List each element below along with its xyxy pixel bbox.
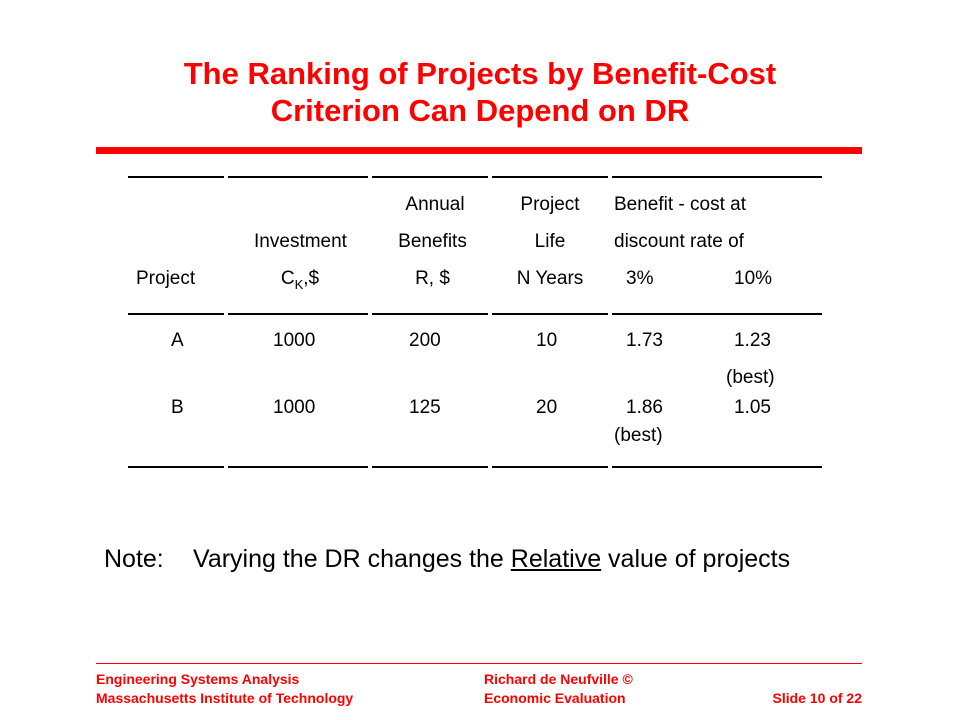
row-b-life: 20 [536, 397, 558, 418]
title-rule [96, 147, 862, 154]
row-b-bc3: 1.86 [626, 397, 663, 418]
row-a-investment: 1000 [273, 330, 316, 351]
row-b-project: B [171, 397, 184, 418]
row-b-bc10: 1.05 [734, 397, 771, 418]
header-rate-3: 3% [626, 268, 654, 289]
row-b-benefits: 125 [409, 397, 441, 418]
header-rate-10: 10% [734, 268, 773, 289]
footer-rule [96, 663, 862, 664]
footer-center: Richard de Neufville © Economic Evaluati… [484, 670, 633, 708]
header-project-life-2: Life [534, 231, 566, 252]
footer-course: Engineering Systems Analysis [96, 671, 300, 687]
row-a-bc3: 1.73 [626, 330, 663, 351]
row-a-benefits: 200 [409, 330, 441, 351]
row-a-project: A [171, 330, 184, 351]
header-r: R, $ [415, 268, 450, 289]
slide-title: The Ranking of Projects by Benefit-Cost … [60, 55, 900, 129]
note: Note: Varying the DR changes the Relative… [104, 545, 790, 574]
note-label: Note: [104, 545, 164, 573]
title-line-2: Criterion Can Depend on DR [270, 93, 690, 128]
row-a-bc10-note: (best) [726, 367, 775, 388]
row-b-investment: 1000 [273, 397, 316, 418]
header-investment: Investment [254, 231, 347, 252]
footer-author: Richard de Neufville © [484, 671, 633, 687]
header-bc-1: Benefit - cost at [614, 194, 747, 215]
header-annual: Annual [405, 194, 465, 215]
footer-topic: Economic Evaluation [484, 690, 626, 706]
footer-slide-number: Slide 10 of 22 [772, 690, 862, 706]
note-text-before: Varying the DR changes the [193, 545, 511, 573]
note-emphasis: Relative [510, 545, 602, 573]
header-benefits: Benefits [398, 231, 467, 252]
row-a-life: 10 [536, 330, 558, 351]
header-ck: CK,$ [280, 268, 320, 292]
header-project-life-1: Project [520, 194, 580, 215]
row-b-bc3-note: (best) [614, 425, 663, 446]
title-line-1: The Ranking of Projects by Benefit-Cost [183, 56, 777, 91]
footer-institution: Massachusetts Institute of Technology [96, 690, 354, 706]
header-n-years: N Years [516, 268, 584, 289]
header-project: Project [136, 268, 196, 289]
note-text-after: value of projects [601, 545, 791, 573]
header-bc-2: discount rate of [614, 231, 744, 252]
row-a-bc10: 1.23 [734, 330, 771, 351]
footer-left: Engineering Systems Analysis Massachuset… [96, 670, 353, 708]
